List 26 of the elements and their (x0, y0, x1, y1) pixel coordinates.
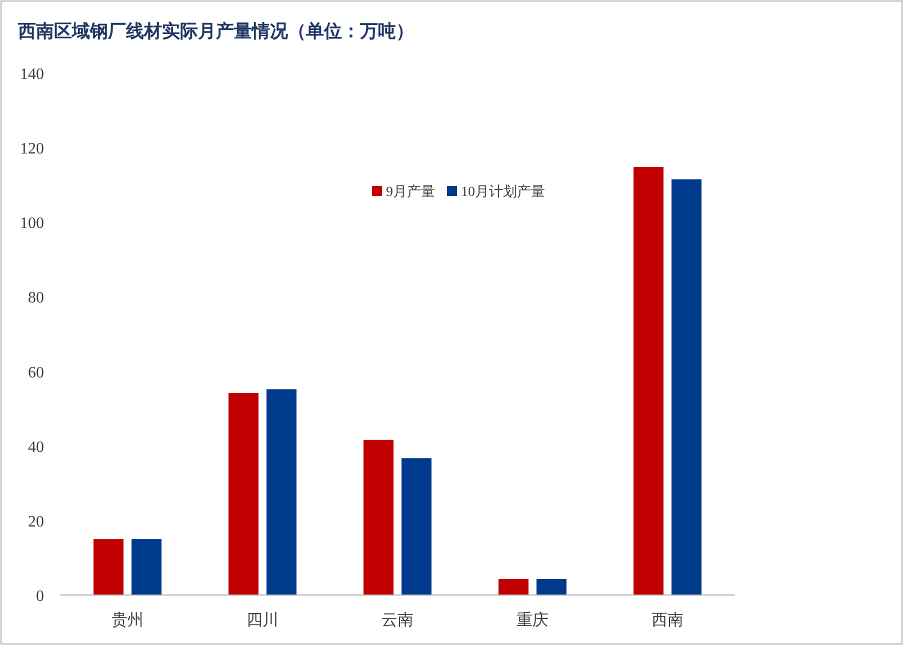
bar (402, 458, 432, 595)
y-tick-label: 120 (20, 140, 44, 158)
y-tick-label: 0 (36, 588, 44, 605)
legend-label: 9月产量 (386, 184, 435, 200)
y-tick-label: 100 (20, 215, 44, 232)
y-tick-label: 80 (28, 290, 44, 307)
legend-label: 10月计划产量 (461, 184, 545, 200)
bar (266, 389, 296, 595)
y-tick-label: 40 (28, 438, 44, 456)
bar (634, 166, 664, 595)
x-tick-label: 云南 (382, 611, 414, 629)
x-tick-label: 重庆 (516, 611, 548, 629)
x-tick-label: 西南 (652, 611, 684, 629)
bar (94, 539, 124, 595)
bar (132, 539, 162, 595)
bar (536, 578, 566, 595)
x-tick-label: 四川 (246, 611, 278, 629)
y-tick-label: 20 (28, 513, 44, 530)
bar (498, 578, 528, 595)
bar (228, 392, 258, 595)
y-tick-label: 60 (28, 364, 44, 382)
bar (364, 440, 394, 595)
x-tick-label: 贵州 (112, 611, 144, 629)
bar (672, 179, 702, 595)
title: 西南区域钢厂线材实际月产量情况（单位：万吨） (18, 21, 414, 41)
y-tick-label: 140 (20, 66, 44, 83)
